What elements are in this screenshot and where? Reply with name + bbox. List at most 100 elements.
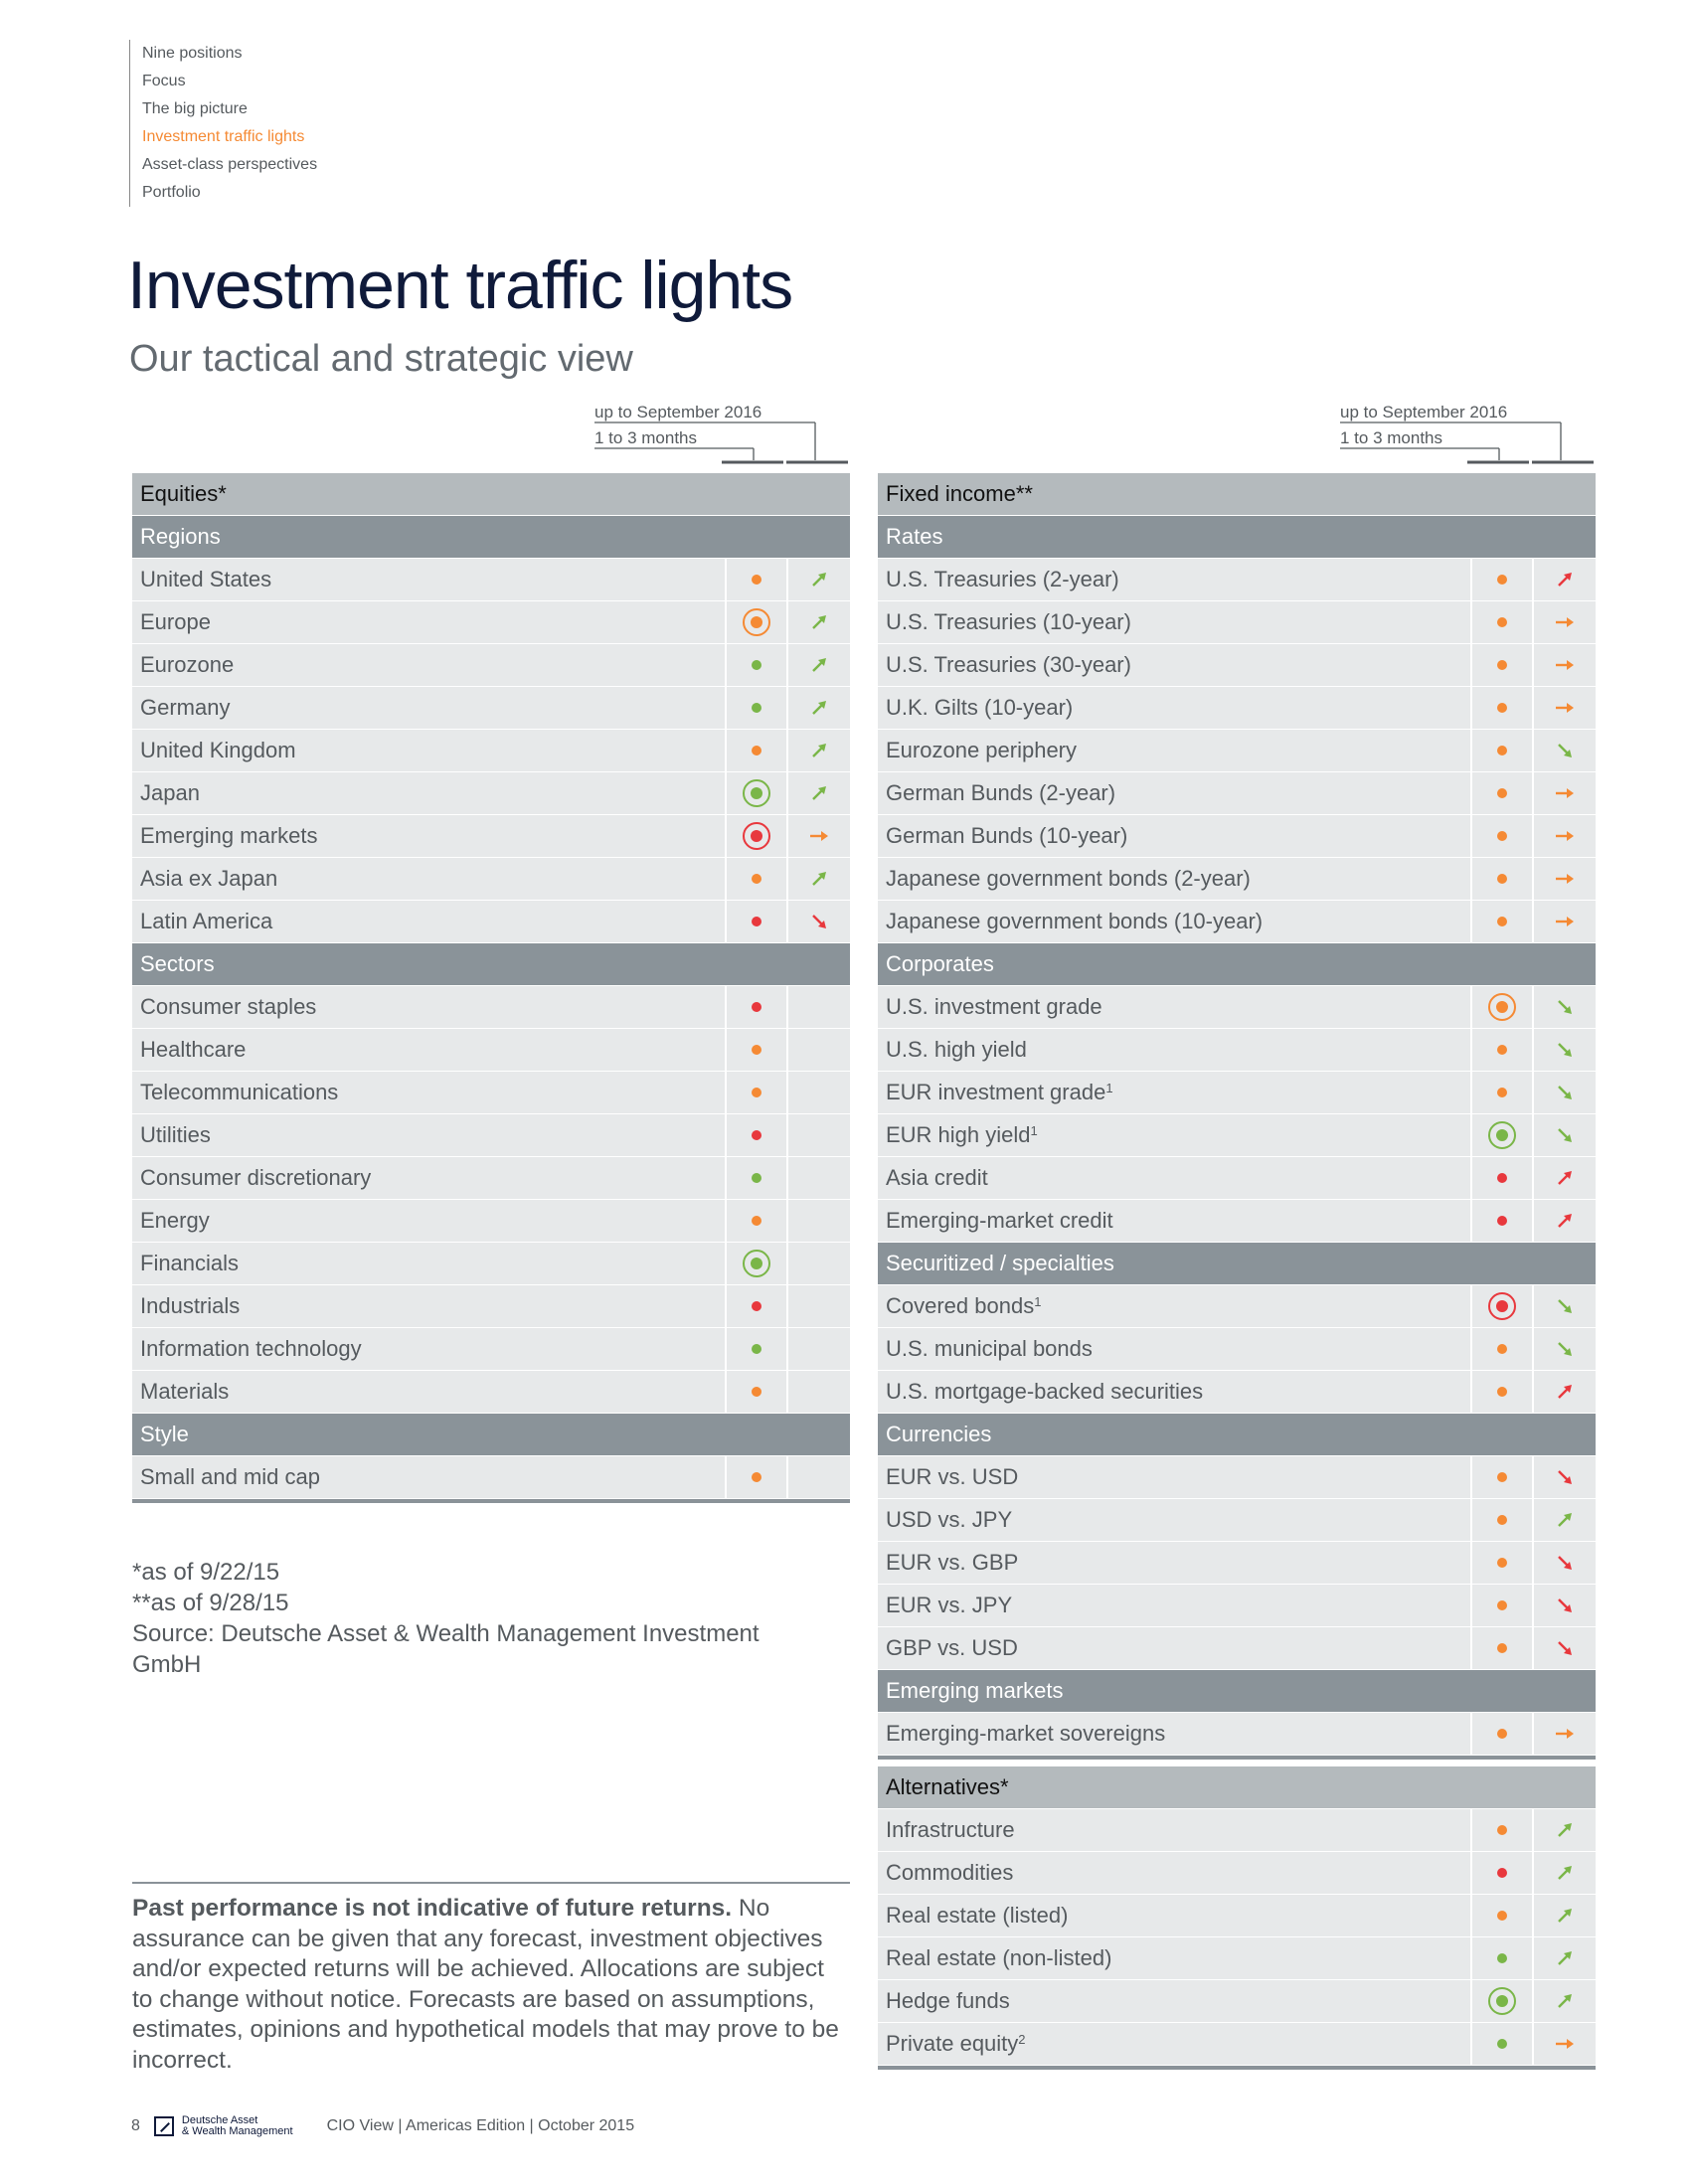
arrow-right-icon (1556, 2039, 1574, 2049)
strategic-cell (1532, 1895, 1596, 1936)
tactical-cell (1470, 1328, 1532, 1370)
strategic-cell (786, 1243, 850, 1284)
logo-line1: Deutsche Asset (181, 2114, 258, 2126)
traffic-light-dot-icon (1497, 1558, 1507, 1568)
arrow-down-icon (1558, 1000, 1572, 1014)
strategic-cell (1532, 1114, 1596, 1156)
row-label: Consumer discretionary (140, 1165, 372, 1190)
row-label: Real estate (non-listed) (886, 1945, 1112, 1970)
table-row: Emerging-market sovereigns (878, 1713, 1596, 1756)
row-label: Japan (140, 780, 200, 805)
arrow-right-icon (1556, 831, 1574, 841)
arrow-up-icon (812, 615, 826, 629)
tactical-cell (1470, 601, 1532, 643)
tactical-cell (725, 772, 786, 814)
tactical-cell (725, 730, 786, 771)
tactical-cell (1470, 1852, 1532, 1894)
traffic-light-dot-icon (1497, 1911, 1507, 1921)
nav-item-the-big-picture[interactable]: The big picture (142, 100, 248, 117)
traffic-light-dot-icon (752, 1387, 761, 1397)
table-row: EUR vs. GBP (878, 1542, 1596, 1585)
table-row: U.S. municipal bonds (878, 1328, 1596, 1371)
tactical-cell (725, 1029, 786, 1071)
section-header: Alternatives* (878, 1766, 1596, 1809)
table-row: Eurozone periphery (878, 730, 1596, 772)
row-label: United States (140, 567, 272, 591)
row-label: Germany (140, 695, 231, 720)
strategic-cell (786, 559, 850, 600)
arrow-down-icon (1558, 1043, 1572, 1057)
page-number: 8 (131, 2117, 140, 2134)
nav-item-nine-positions[interactable]: Nine positions (142, 45, 243, 62)
strategic-cell (1532, 1852, 1596, 1894)
table-row: U.S. Treasuries (10-year) (878, 601, 1596, 644)
row-label: USD vs. JPY (886, 1507, 1013, 1532)
row-label: Healthcare (140, 1037, 247, 1062)
arrow-right-icon (1556, 703, 1574, 713)
nav-item-focus[interactable]: Focus (142, 73, 186, 89)
legend-tactical-label: 1 to 3 months (1340, 428, 1443, 447)
subsection-header: Style (132, 1414, 850, 1456)
legend-left: up to September 2016 1 to 3 months (594, 403, 853, 472)
tactical-cell (725, 1456, 786, 1498)
table-row: Real estate (listed) (878, 1895, 1596, 1937)
nav-item-investment-traffic-lights[interactable]: Investment traffic lights (142, 128, 305, 145)
table-row: U.S. mortgage-backed securities (878, 1371, 1596, 1414)
arrow-right-icon (1556, 660, 1574, 670)
tactical-cell (1470, 1072, 1532, 1113)
strategic-cell (1532, 601, 1596, 643)
traffic-light-dot-icon (1497, 617, 1507, 627)
tactical-cell (1470, 687, 1532, 729)
table-row: Consumer staples (132, 986, 850, 1029)
row-label: Hedge funds (886, 1988, 1010, 2013)
page-title: Investment traffic lights (127, 248, 793, 323)
row-label: Telecommunications (140, 1080, 339, 1104)
traffic-light-dot-icon (1497, 1472, 1507, 1482)
traffic-light-dot-icon (752, 660, 761, 670)
strategic-cell (1532, 1627, 1596, 1669)
tactical-cell (1470, 858, 1532, 900)
table-row: U.S. Treasuries (30-year) (878, 644, 1596, 687)
strategic-cell (786, 1285, 850, 1327)
strategic-cell (1532, 1980, 1596, 2022)
strategic-cell (1532, 1157, 1596, 1199)
nav-item-portfolio[interactable]: Portfolio (142, 184, 201, 201)
row-label: Consumer staples (140, 994, 317, 1019)
row-label: Real estate (listed) (886, 1903, 1069, 1928)
row-label: Private equity2 (886, 2031, 1026, 2056)
tactical-cell (1470, 1157, 1532, 1199)
strategic-cell (786, 1456, 850, 1498)
tactical-cell (725, 1285, 786, 1327)
table-row: Germany (132, 687, 850, 730)
table-row: Emerging-market credit (878, 1200, 1596, 1243)
traffic-light-dot-icon (752, 1472, 761, 1482)
traffic-light-dot-icon (1497, 1173, 1507, 1183)
row-label: Covered bonds1 (886, 1293, 1042, 1318)
strategic-cell (1532, 644, 1596, 686)
section-header: Equities* (132, 473, 850, 516)
footnote-equities-date: *as of 9/22/15 (132, 1559, 280, 1586)
tactical-cell (1470, 559, 1532, 600)
strategic-cell (1532, 901, 1596, 942)
table-row: EUR investment grade1 (878, 1072, 1596, 1114)
traffic-light-dot-icon (752, 1002, 761, 1012)
strategic-cell (1532, 687, 1596, 729)
traffic-light-dot-icon (752, 1216, 761, 1226)
table-row: German Bunds (2-year) (878, 772, 1596, 815)
traffic-light-dot-icon (1497, 1825, 1507, 1835)
traffic-light-dot-icon (1497, 1643, 1507, 1653)
nav-item-asset-class-perspectives[interactable]: Asset-class perspectives (142, 156, 318, 173)
subsection-label: Securitized / specialties (886, 1251, 1114, 1275)
row-label: U.S. investment grade (886, 994, 1102, 1019)
footnote-marker: 1 (1034, 1294, 1042, 1309)
row-label: EUR high yield1 (886, 1122, 1038, 1147)
strategic-cell (786, 601, 850, 643)
row-label: Eurozone (140, 652, 235, 677)
tactical-cell (1470, 1627, 1532, 1669)
subsection-label: Emerging markets (886, 1678, 1064, 1703)
row-label: Emerging-market sovereigns (886, 1721, 1166, 1746)
strategic-cell (786, 730, 850, 771)
tactical-cell (1470, 1499, 1532, 1541)
strategic-cell (1532, 1328, 1596, 1370)
traffic-light-circled-icon (743, 608, 770, 636)
